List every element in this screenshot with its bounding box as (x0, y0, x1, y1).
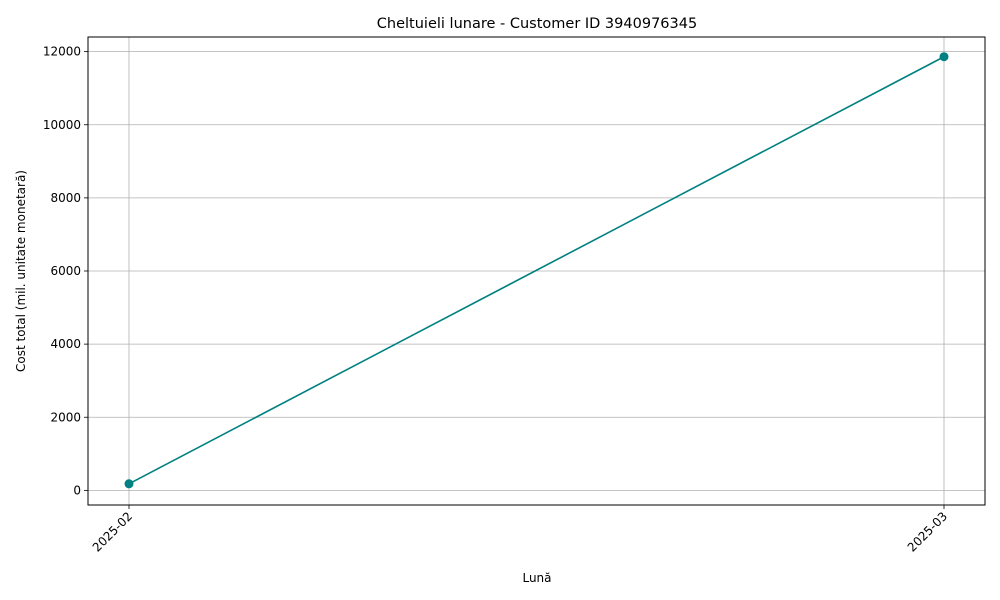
y-tick-label: 4000 (50, 337, 81, 351)
y-tick-label: 10000 (43, 118, 81, 132)
chart-title: Cheltuieli lunare - Customer ID 39409763… (377, 16, 697, 32)
gridlines (88, 37, 985, 505)
y-tick-label: 12000 (43, 45, 81, 59)
y-tick-label: 0 (73, 483, 81, 497)
y-tick-label: 6000 (50, 264, 81, 278)
y-axis-label: Cost total (mil. unitate monetară) (14, 170, 28, 372)
series-line (128, 56, 945, 485)
y-tick-label: 8000 (50, 191, 81, 205)
data-point (124, 479, 134, 489)
x-axis-label: Lună (522, 571, 551, 585)
series-layer (124, 52, 949, 489)
y-tick-label: 2000 (50, 410, 81, 424)
data-point (939, 52, 949, 62)
